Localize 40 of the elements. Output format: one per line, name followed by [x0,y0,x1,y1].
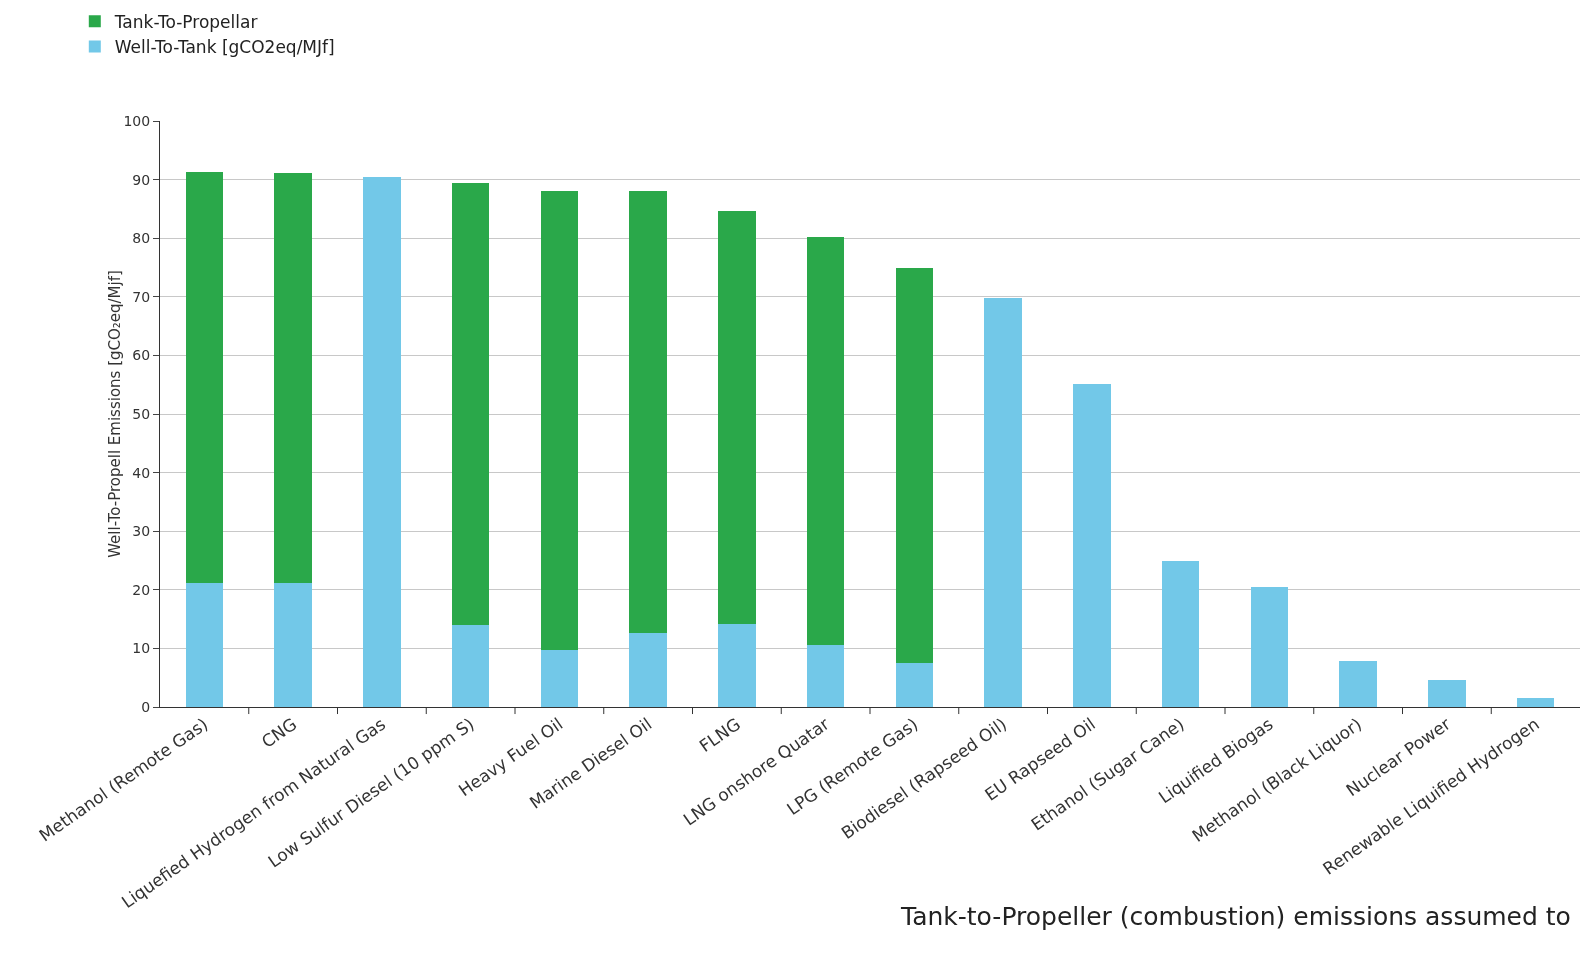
bar [451,182,490,625]
bar [629,190,667,633]
y-tick-label: 30 [132,523,151,540]
bar [185,171,224,583]
y-tick-label: 70 [132,288,151,305]
bar [1161,561,1200,707]
y-tick-label: 50 [132,405,151,422]
bar [806,645,845,707]
bar [1516,698,1555,707]
bar [629,632,667,707]
bar [274,173,312,583]
bar [1250,586,1289,707]
y-tick-label: 0 [141,698,151,715]
bar [185,582,224,707]
bar [1073,384,1111,707]
bar [806,237,845,646]
y-tick-label: 80 [132,230,151,247]
x-tick-label: CNG [257,713,301,752]
text: Tank-to-Propeller (combustion) emissions assumed to [900,902,1571,931]
bar [540,649,579,707]
bar [363,176,401,707]
y-tick-label: 40 [132,464,151,481]
bar [451,624,490,707]
legend-label: Well-To-Tank [gCO2eq/MJf] [114,37,335,58]
bar [274,582,312,707]
bar [1428,680,1466,707]
y-axis-title: Well-To-Propell Emissions [gCO₂eq/Mjf] [106,270,124,558]
y-tick-label: 90 [132,171,151,188]
bar [895,268,934,664]
bar [718,210,756,624]
legend-label: Tank-To-Propellar [113,11,258,32]
y-tick-label: 20 [132,581,151,598]
bar [1339,661,1377,707]
bar [540,190,579,650]
y-tick-label: 100 [123,112,151,129]
y-tick-label: 60 [132,347,151,364]
bar [984,297,1022,707]
bar [895,663,934,707]
bar [718,623,756,707]
y-tick-label: 10 [132,640,151,657]
